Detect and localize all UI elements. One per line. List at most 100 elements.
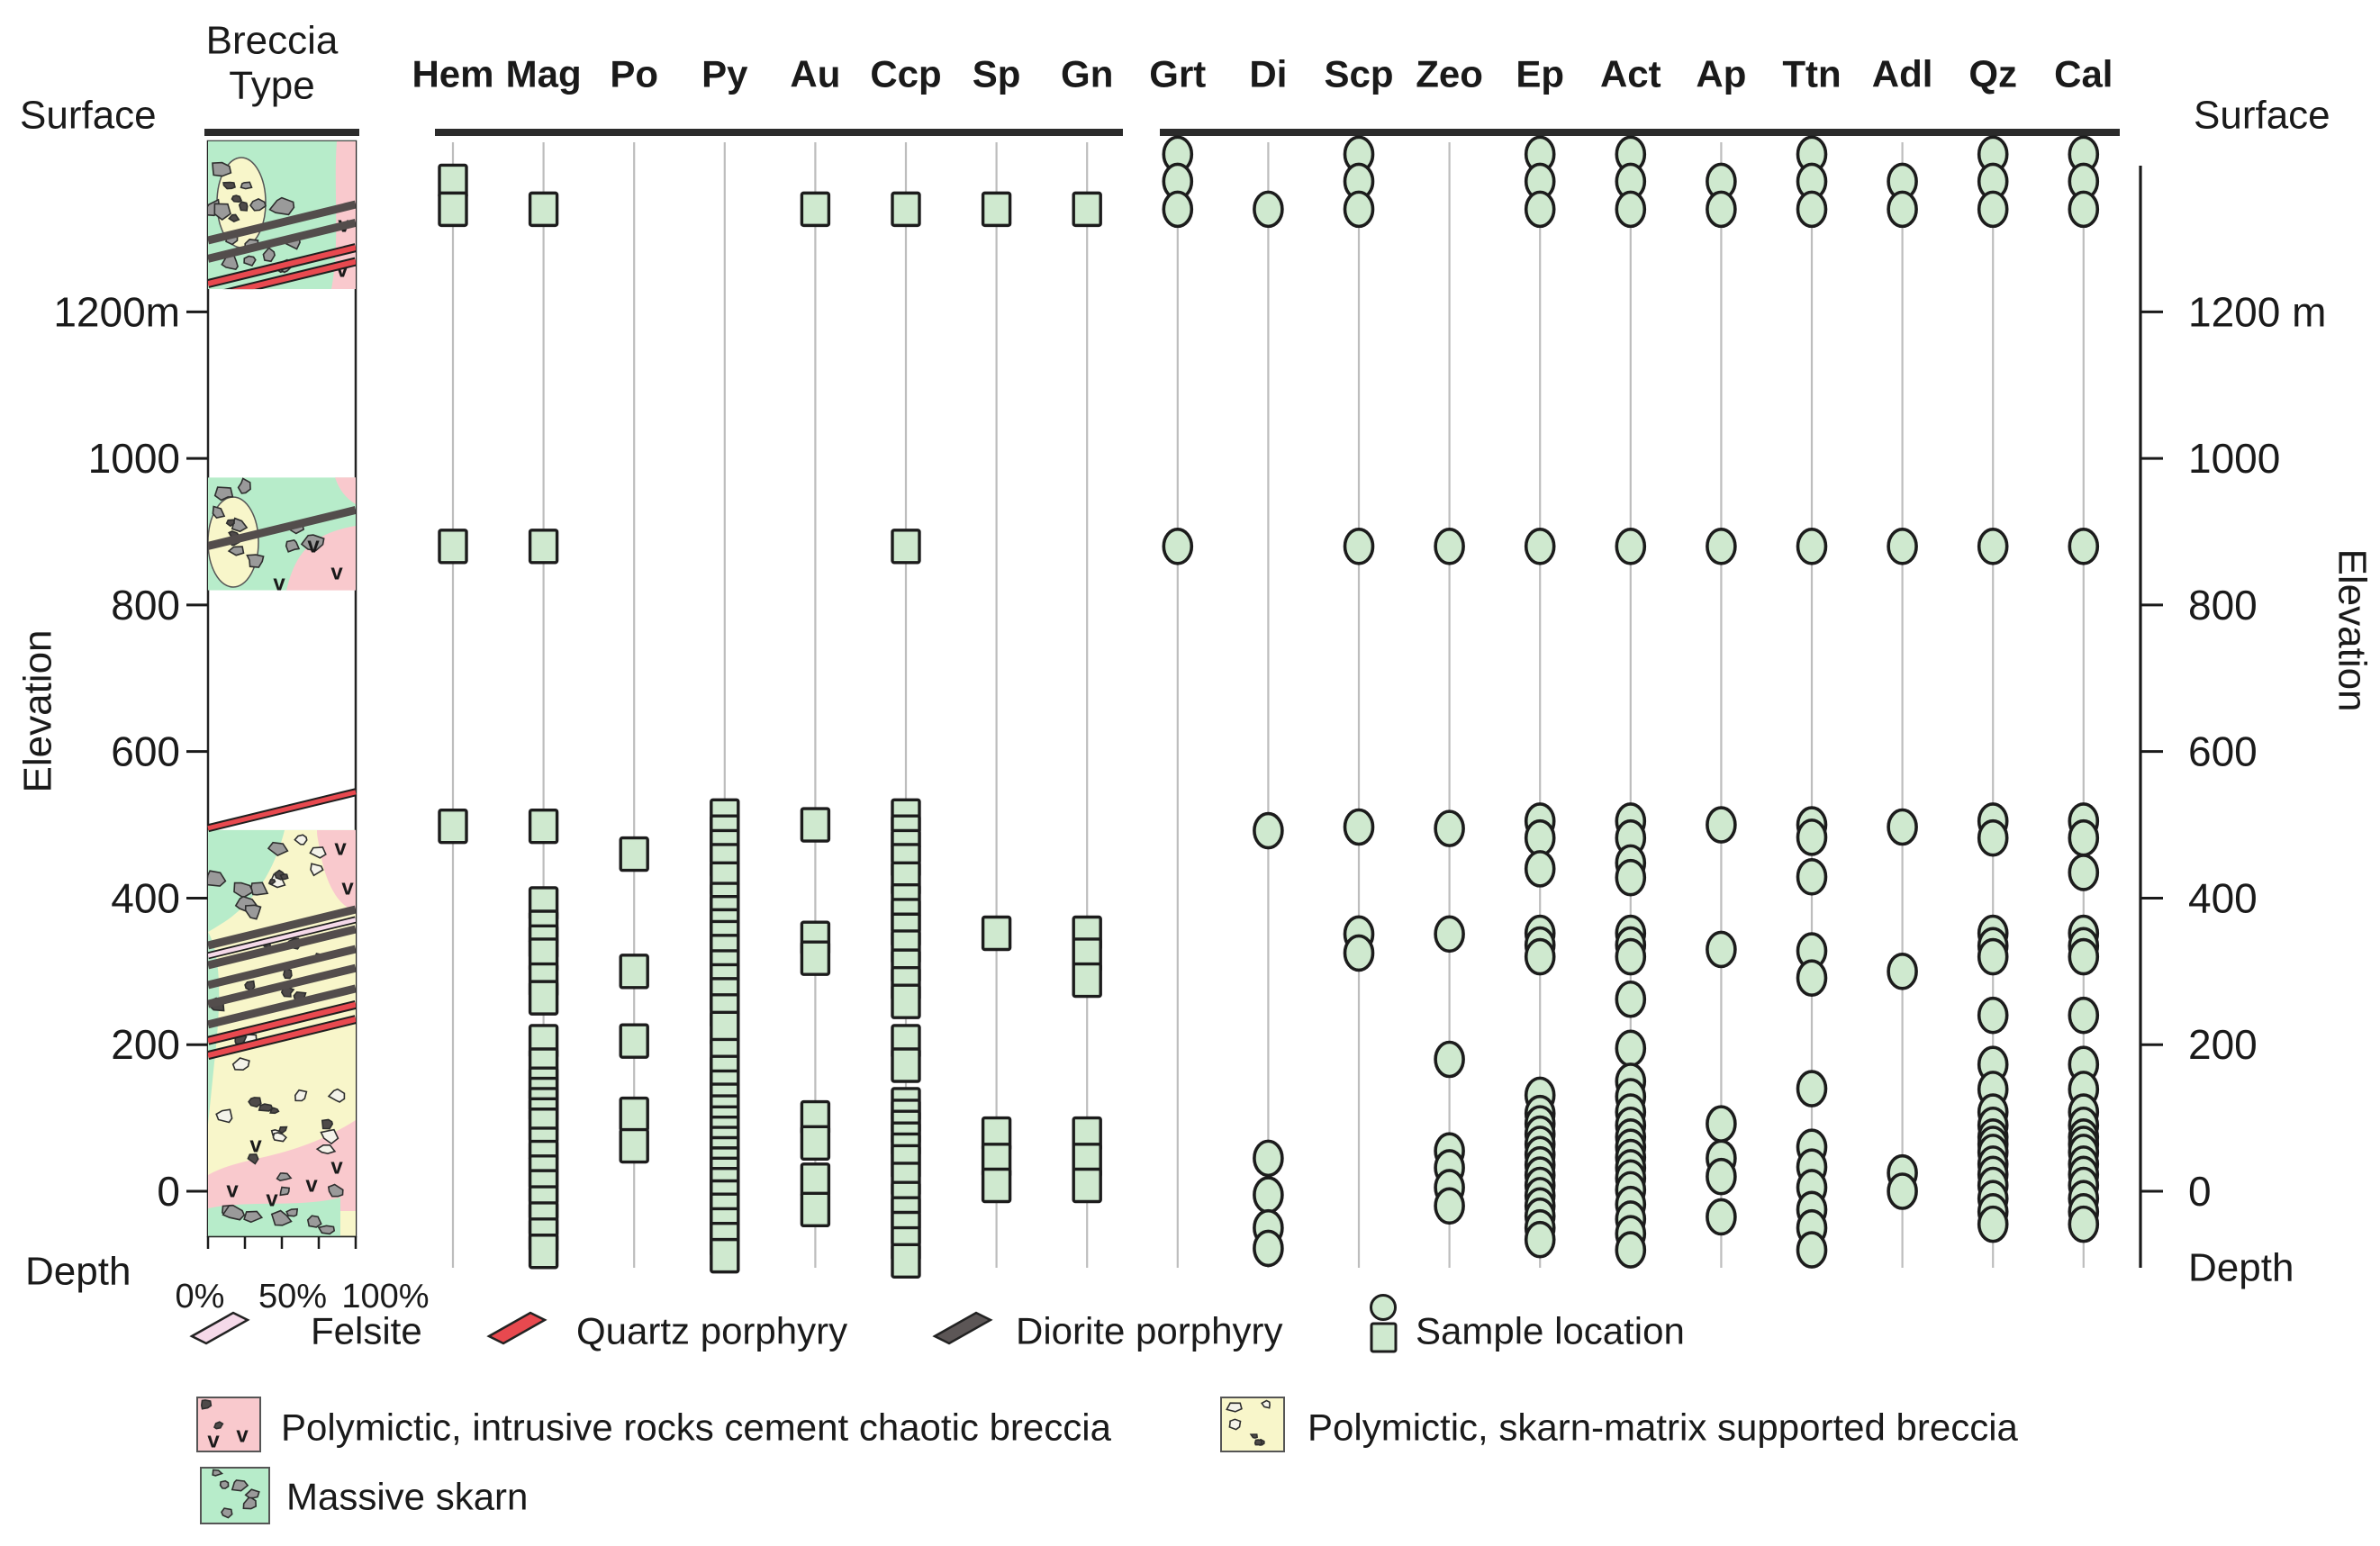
sample-circle-adl [1887,190,1918,229]
sample-circle-ep [1524,937,1556,976]
sample-circle-ep [1524,818,1556,857]
volcanic-v-mark: v [207,1429,220,1453]
sample-square-au [800,807,831,843]
volcanic-v-mark: v [330,1155,343,1180]
breccia-clast [1261,1399,1271,1409]
breccia-block: vvv [208,477,356,596]
intrusion-line [208,905,356,950]
breccia-clast [327,1088,346,1103]
intrusion-line [231,258,356,290]
intrusion-line [208,218,356,263]
legend-swatch [932,1311,993,1345]
breccia-clast [294,1089,308,1102]
sample-square-hem [438,529,468,565]
volcanic-v-mark: v [341,876,354,900]
sample-circle-ep [1524,1220,1556,1259]
volcanic-v-mark: v [266,1188,278,1212]
elevation-tick-label: 0 [2188,1168,2212,1215]
column-header-ttn: Ttn [1782,53,1841,95]
breccia-clast [269,1107,280,1115]
intrusion-line [208,245,356,286]
elevation-tick-label: 600 [2188,728,2258,775]
sample-circle-act [1615,980,1647,1018]
breccia-clast [250,881,269,896]
breccia-clast [227,546,245,556]
sample-square-au [800,1125,831,1161]
breccia-clast [242,1496,258,1510]
breccia-clast [1249,1433,1258,1439]
sample-square-hem [438,191,468,228]
sample-circle-di [1253,1139,1284,1178]
breccia-clast [315,1144,337,1155]
sample-square-au [800,940,831,976]
breccia-clast [1253,1439,1262,1446]
breccia-clast [237,477,251,494]
breccia-clast [244,1488,260,1499]
sample-circle-di [1253,1176,1284,1214]
intrusion-line [208,1001,356,1044]
sample-square-gn [1072,1167,1102,1204]
breccia-clast [283,967,293,980]
column-header-ep: Ep [1516,53,1564,95]
volcanic-v-mark: v [334,836,347,861]
sample-circle-ap [1706,527,1737,565]
depth-label-left: Depth [25,1250,131,1294]
sample-circle-zeo [1434,527,1465,565]
breccia-clast [249,198,267,212]
breccia-type-header: Breccia [206,19,339,63]
sample-circle-di [1253,811,1284,850]
legend-label-sample-location: Sample location [1416,1310,1685,1352]
left-axis: Surface 1200m 1000 800 600 400 200 0 Depth Elevat… [16,94,430,1316]
breccia-clast [212,1469,224,1477]
breccia-clast [310,863,324,877]
sample-circle-cal [2068,854,2100,891]
breccia-clast [276,1172,293,1181]
sample-circle-adl [1887,808,1918,846]
breccia-clast [327,1183,344,1198]
sample-circle-ap [1706,1198,1737,1236]
legend-swatch [486,1311,547,1345]
sample-circle-ttn [1796,1070,1828,1108]
legend-label-diorite-porphyry: Diorite porphyry [1016,1310,1282,1352]
breccia-clast [272,1132,288,1143]
intrusion-line [208,200,356,245]
breccia-clast [213,1421,224,1430]
sample-circle-act [1615,527,1647,565]
intrusion-line [207,790,357,831]
sample-square-mag [528,529,559,565]
breccia-clast [200,1399,213,1410]
depth-label-right: Depth [2188,1246,2294,1290]
elevation-tick-label: 200 [2188,1021,2258,1068]
breccia-column: vvvvvvvvvvvv [206,140,357,1238]
sample-square-ccp [891,529,921,565]
breccia-clast [279,1186,290,1197]
volcanic-v-mark: v [307,534,320,558]
breccia-clast [300,534,325,552]
column-header-sp: Sp [973,53,1021,95]
breccia-clast [228,213,240,222]
sample-circle-qz [1977,527,2009,565]
sample-square-po [619,1023,649,1059]
elevation-axis-label-right: Elevation [2330,548,2375,711]
sample-circle-cal [2068,818,2100,857]
breccia-clast [248,1097,262,1108]
sample-circle-cal [2068,937,2100,976]
elevation-tick-label: 600 [111,728,180,775]
breccia-clast [262,247,276,263]
sample-circle-ttn [1796,527,1828,565]
breccia-clast [277,1126,288,1135]
sample-circle-scp [1343,190,1375,229]
percent-tick-label: 0% [176,1278,225,1315]
column-header-au: Au [790,53,840,95]
sample-circle-ep [1524,850,1556,888]
sample-square-mag [528,808,559,845]
sample-square-ccp [891,1243,921,1279]
sample-circle-zeo [1434,915,1465,954]
sample-circle-ap [1706,190,1737,229]
volcanic-v-mark: v [273,572,285,596]
breccia-clast [285,539,301,553]
breccia-clast [1228,1418,1242,1431]
breccia-clast [247,1153,259,1165]
